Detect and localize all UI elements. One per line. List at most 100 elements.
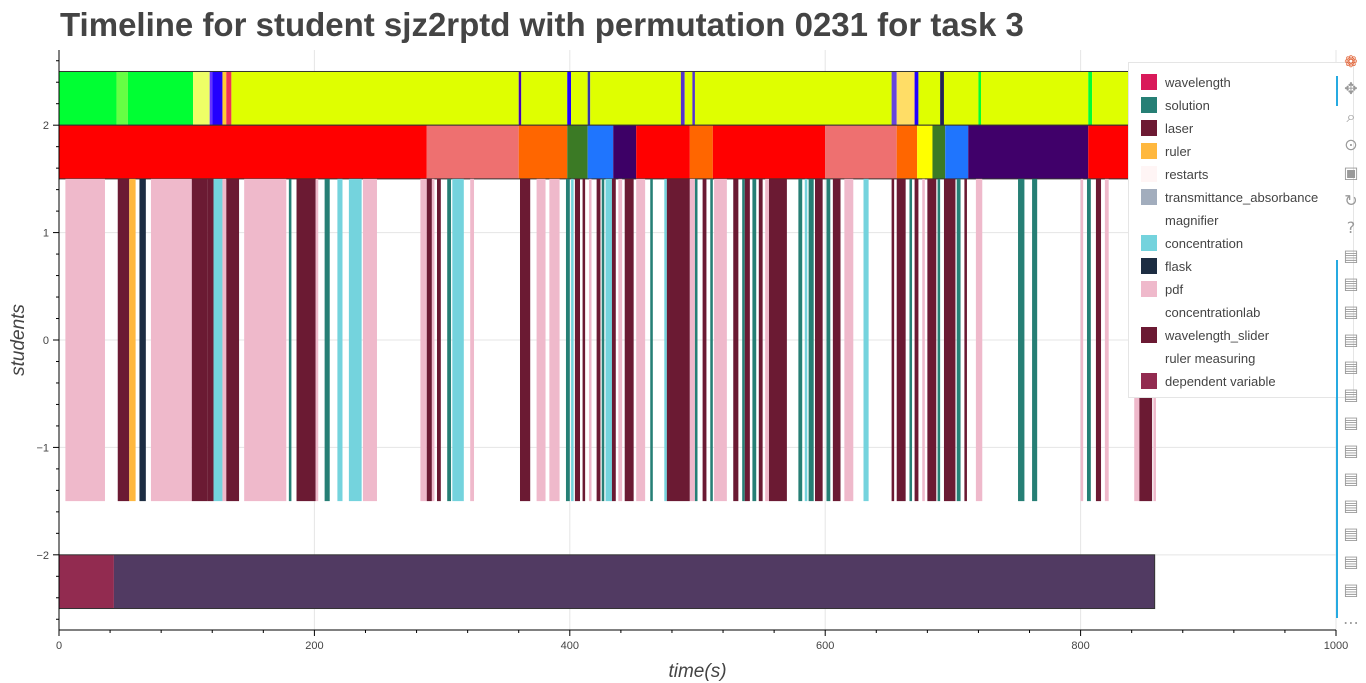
y-tick-label: −2 [36,550,49,562]
hover-icon[interactable]: ▤ [1343,524,1359,544]
legend-item[interactable]: magnifier [1141,210,1218,230]
legend-swatch [1141,166,1157,182]
legend-item[interactable]: concentrationlab [1141,302,1260,322]
hover-icon[interactable]: ▤ [1343,246,1359,266]
save-icon[interactable]: ▣ [1343,162,1359,182]
legend-label: pdf [1165,281,1184,297]
hover-icon[interactable]: ▤ [1343,440,1359,460]
timeline-segment [59,125,427,179]
timeline-segment [914,178,919,502]
legend-label: dependent variable [1165,373,1276,389]
legend-label: laser [1165,120,1194,136]
timeline-segment [150,178,192,502]
timeline-segment [588,178,592,502]
legend-item[interactable]: restarts [1141,164,1208,184]
timeline-segment [521,71,568,126]
timeline-segment [447,178,452,502]
legend-item[interactable]: flask [1141,256,1192,276]
hover-icon[interactable]: ▤ [1343,496,1359,516]
hover-icon[interactable]: ▤ [1343,273,1359,293]
timeline-segment [362,178,377,502]
legend-item[interactable]: wavelength_slider [1141,325,1269,345]
legend-label: magnifier [1165,212,1219,228]
timeline-segment [624,178,634,502]
timeline-segment [798,178,803,502]
timeline-segment [980,71,1089,126]
timeline-segment [636,125,690,179]
timeline-segment [943,71,979,126]
timeline-segment [231,71,519,126]
timeline-segment [436,178,441,502]
timeline-segment [139,178,146,502]
timeline-segment [932,125,946,179]
legend-item[interactable]: wavelength [1141,72,1231,92]
hover-icon[interactable]: ▤ [1343,301,1359,321]
timeline-segment [518,71,522,126]
timeline-segment [1104,178,1109,502]
timeline-segment [222,178,227,502]
timeline-segment [909,178,913,502]
timeline-segment [744,178,750,502]
hover-icon[interactable]: ▤ [1343,579,1359,599]
timeline-segment [452,178,464,502]
timeline-segment [684,71,693,126]
x-tick-label: 400 [561,640,579,652]
legend-item[interactable]: ruler measuring [1141,348,1255,368]
legend-item[interactable]: dependent variable [1141,371,1276,391]
y-tick-label: −1 [36,442,49,454]
timeline-segment [689,178,695,502]
timeline-segment [582,178,586,502]
timeline-segment [714,178,727,502]
timeline-segment [191,178,208,502]
hover-icon[interactable]: ▤ [1343,329,1359,349]
timeline-segment [315,178,319,502]
timeline-segment [694,178,698,502]
wheel-zoom-icon[interactable]: ⊙ [1344,134,1358,154]
timeline-segment [918,71,941,126]
legend-swatch [1141,373,1157,389]
box-zoom-icon[interactable]: ⌕ [1346,106,1356,126]
timeline-segment [664,178,667,502]
timeline-segment [922,178,925,502]
legend-label: concentrationlab [1165,304,1261,320]
hover-icon[interactable]: ▤ [1343,468,1359,488]
timeline-segment [571,178,574,502]
legend-item[interactable]: transmittance_absorbance [1141,187,1318,207]
legend-label: restarts [1165,166,1209,182]
timeline-segment [337,178,343,502]
timeline-segment [226,178,240,502]
timeline-segment [1080,178,1084,502]
timeline-segment [742,178,745,502]
timeline-segment [587,125,614,179]
bokeh-logo-icon[interactable]: ❁ [1344,51,1358,71]
timeline-segment [1086,178,1091,502]
legend-label: ruler measuring [1165,350,1256,366]
legend-label: ruler [1165,143,1192,159]
timeline-segment [844,178,854,502]
help-icon[interactable]: ? [1346,218,1356,238]
timeline-segment [209,71,213,126]
hover-icon[interactable]: ▤ [1343,412,1359,432]
legend-swatch [1141,235,1157,251]
legend-item[interactable]: concentration [1141,233,1243,253]
legend-item[interactable]: pdf [1141,279,1183,299]
pan-icon[interactable]: ✥ [1344,79,1358,99]
timeline-segment [710,178,713,502]
timeline-segment [765,178,770,502]
timeline-segment [601,178,605,502]
timeline-segment [968,125,1089,179]
more-icon[interactable]: ⋯ [1343,612,1359,632]
legend-item[interactable]: ruler [1141,141,1191,161]
timeline-segment [222,71,227,126]
reset-icon[interactable]: ↻ [1344,190,1358,210]
timeline-segment [891,71,897,126]
legend-item[interactable]: laser [1141,118,1193,138]
hover-icon[interactable]: ▤ [1343,385,1359,405]
legend-label: concentration [1165,235,1244,251]
legend-item[interactable]: solution [1141,95,1210,115]
hover-icon[interactable]: ▤ [1343,357,1359,377]
timeline-segment [613,125,637,179]
hover-icon[interactable]: ▤ [1343,551,1359,571]
timeline-segment [567,71,572,126]
timeline-segment [975,178,983,502]
